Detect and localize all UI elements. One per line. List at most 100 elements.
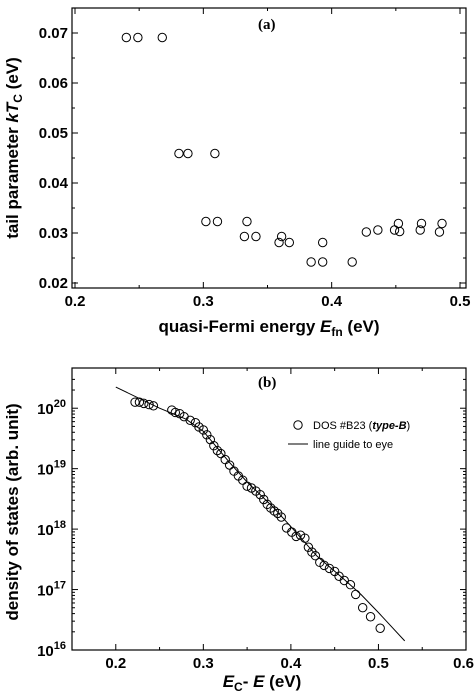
b-data-point: [300, 533, 310, 543]
b-data-point: [242, 481, 252, 491]
a-data-point: [210, 148, 220, 159]
b-data-point: [212, 445, 223, 456]
a-xtick-label: 0.3: [193, 293, 214, 310]
a-ytick-label: 0.02: [39, 275, 68, 292]
b-data-point: [350, 589, 361, 600]
a-data-point: [437, 218, 447, 229]
a-data-point: [251, 231, 261, 242]
panel-a-label: (a): [258, 17, 276, 33]
b-data-point: [345, 580, 356, 590]
b-data-point: [357, 602, 368, 613]
b-data-point: [324, 563, 335, 574]
b-data-point: [259, 494, 269, 505]
a-data-point: [347, 257, 357, 267]
a-data-point: [306, 257, 316, 267]
panel-a-points: [121, 32, 447, 267]
a-data-point: [201, 216, 211, 227]
a-ytick-label: 0.05: [39, 125, 68, 142]
legend-marker-dos: [293, 420, 303, 430]
b-data-point: [307, 547, 317, 557]
a-data-point: [434, 227, 445, 237]
a-data-point: [174, 148, 184, 159]
panel-b-frame: [71, 367, 467, 651]
panel-a-frame: [71, 7, 467, 289]
b-data-point: [202, 430, 212, 440]
b-data-point: [209, 440, 219, 451]
b-data-point: [134, 397, 145, 407]
b-data-point: [238, 475, 248, 485]
b-data-point: [310, 551, 321, 561]
b-data-point: [365, 612, 376, 622]
a-data-point: [183, 148, 193, 159]
b-data-point: [255, 489, 265, 500]
a-ytick-label: 0.04: [39, 175, 69, 192]
a-data-point: [121, 32, 132, 43]
panel-b: (b) 0.2 0.3 0.4 0.5 0.610161017101810191020 …: [3, 367, 474, 694]
a-data-point: [276, 231, 287, 242]
b-xtick-label: 0.6: [453, 655, 474, 672]
legend-label-guide: line guide to eye: [313, 439, 393, 451]
a-ytick-label: 0.06: [39, 75, 68, 92]
panel-a-ylabel: tail parameter kTC (eV): [3, 57, 25, 239]
panel-a-xlabel: quasi-Fermi energy Efn (eV): [158, 317, 379, 339]
a-xtick-label: 0.5: [450, 293, 471, 310]
panel-b-ticks: 0.2 0.3 0.4 0.5 0.6 1016 1017 1018 1019 1020: [37, 368, 474, 672]
b-xtick-label: 0.5: [368, 655, 389, 672]
panel-a: (a) 0.2 0.3 0.4 0.5 0.02 0.03 0.04 0.05 0.06 0.07…: [3, 7, 471, 339]
b-data-point: [224, 460, 235, 470]
b-xtick-label: 0.3: [193, 655, 214, 672]
b-data-point: [216, 448, 226, 459]
a-ytick-label: 0.07: [39, 25, 68, 42]
legend-label-dos: DOS #B23 (type-B): [313, 420, 410, 432]
b-data-point: [262, 499, 272, 510]
panel-b-legend: DOS #B23 (type-B) line guide to eye: [288, 420, 410, 451]
a-data-point: [416, 218, 427, 229]
b-data-point: [139, 398, 149, 409]
b-data-point: [303, 542, 314, 552]
b-data-point: [273, 508, 283, 519]
b-data-point: [130, 397, 140, 407]
b-ytick-label: 1017: [37, 580, 66, 600]
b-data-point: [276, 512, 286, 522]
b-data-point: [281, 523, 292, 533]
a-data-point: [157, 32, 167, 43]
b-xtick-label: 0.2: [105, 655, 126, 672]
a-data-point: [361, 227, 372, 237]
b-data-point: [375, 623, 385, 633]
a-xtick-label: 0.4: [321, 293, 343, 310]
a-data-point: [284, 237, 295, 248]
b-data-point: [319, 560, 329, 571]
a-data-point: [239, 231, 250, 242]
panel-b-label: (b): [258, 375, 276, 391]
a-data-point: [394, 226, 405, 237]
b-data-point: [198, 425, 209, 435]
a-ytick-label: 0.03: [39, 225, 68, 242]
a-data-point: [212, 216, 223, 227]
b-xtick-label: 0.4: [280, 655, 302, 672]
panel-b-ylabel: density of states (arb. unit): [3, 403, 22, 620]
b-data-point: [148, 401, 159, 411]
a-xtick-label: 0.2: [65, 293, 86, 310]
a-data-point: [393, 218, 404, 229]
b-data-point: [266, 503, 276, 513]
a-data-point: [274, 237, 284, 248]
panel-b-xlabel: EC- E (eV): [223, 672, 302, 694]
b-data-point: [185, 415, 195, 426]
a-data-point: [389, 225, 400, 235]
b-data-point: [339, 575, 349, 586]
b-data-point: [144, 399, 154, 410]
b-ytick-label: 1018: [37, 519, 66, 539]
b-ytick-label: 1016: [37, 640, 66, 660]
b-data-point: [291, 531, 301, 542]
b-data-point: [334, 571, 344, 581]
panel-b-points: [130, 397, 385, 633]
b-ytick-label: 1020: [37, 398, 66, 418]
b-ytick-label: 1019: [37, 459, 66, 479]
b-data-point: [170, 407, 181, 418]
panel-a-ticks: 0.2 0.3 0.4 0.5 0.02 0.03 0.04 0.05 0.06 0.07: [39, 8, 471, 310]
a-data-point: [415, 225, 425, 235]
a-data-point: [317, 257, 328, 267]
a-data-point: [242, 216, 252, 227]
a-data-point: [373, 225, 383, 235]
